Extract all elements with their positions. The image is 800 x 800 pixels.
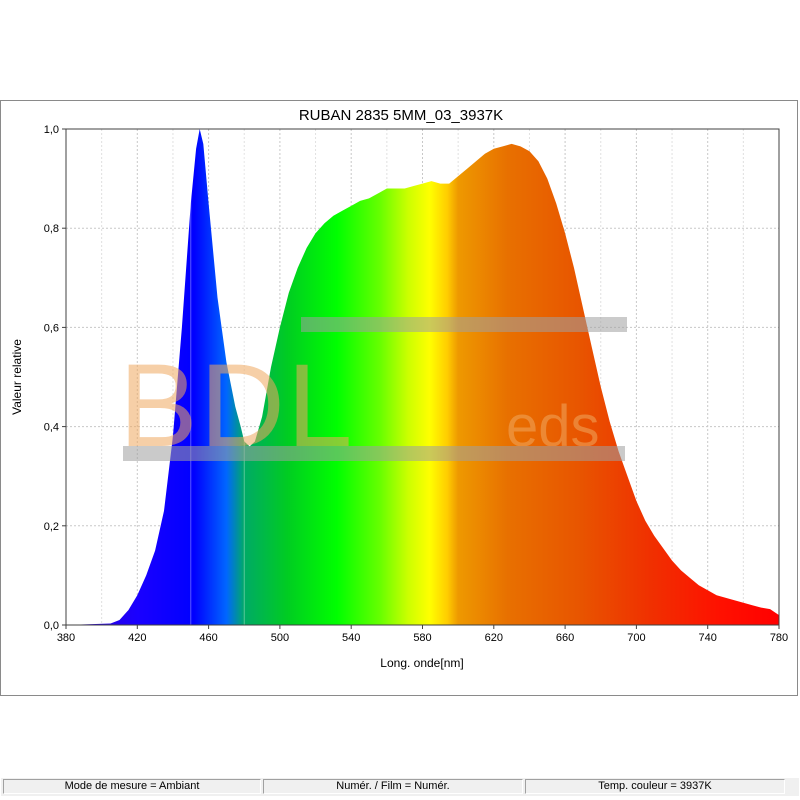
x-tick-label: 660 <box>556 632 574 644</box>
x-tick-label: 740 <box>699 632 717 644</box>
chart-title: RUBAN 2835 5MM_03_3937K <box>299 107 503 124</box>
status-measure-mode: Mode de mesure = Ambiant <box>3 779 261 794</box>
x-axis-ticks: 380 420 460 500 540 580 620 660 700 740 780 <box>57 625 788 644</box>
x-axis-label: Long. onde[nm] <box>380 656 463 670</box>
watermark-bar-top <box>301 317 627 332</box>
x-tick-label: 500 <box>271 632 289 644</box>
x-tick-label: 540 <box>342 632 360 644</box>
y-tick-label: 0,0 <box>44 620 59 632</box>
spectrum-chart: RUBAN 2835 5MM_03_3937K BDL eds 380 420 46… <box>10 107 788 670</box>
x-tick-label: 580 <box>413 632 431 644</box>
y-axis-ticks: 0,0 0,2 0,4 0,6 0,8 1,0 <box>44 124 66 632</box>
band-separators <box>190 153 245 625</box>
status-numeric-film: Numér. / Film = Numér. <box>263 779 523 794</box>
x-tick-label: 700 <box>627 632 645 644</box>
x-tick-label: 460 <box>199 632 217 644</box>
status-color-temperature: Temp. couleur = 3937K <box>525 779 785 794</box>
y-tick-label: 0,2 <box>44 521 59 533</box>
x-tick-label: 380 <box>57 632 75 644</box>
x-tick-label: 420 <box>128 632 146 644</box>
x-tick-label: 780 <box>770 632 788 644</box>
chart-window: RUBAN 2835 5MM_03_3937K BDL eds 380 420 46… <box>0 100 799 796</box>
y-tick-label: 1,0 <box>44 124 59 136</box>
y-tick-label: 0,6 <box>44 322 59 334</box>
y-tick-label: 0,4 <box>44 422 59 434</box>
watermark-bar-bottom <box>123 446 625 461</box>
y-axis-label: Valeur relative <box>10 339 24 415</box>
status-bar: Mode de mesure = Ambiant Numér. / Film =… <box>1 778 799 796</box>
y-tick-label: 0,8 <box>44 223 59 235</box>
watermark: BDL eds <box>119 317 627 472</box>
x-tick-label: 620 <box>485 632 503 644</box>
spectrum-area <box>66 129 779 625</box>
